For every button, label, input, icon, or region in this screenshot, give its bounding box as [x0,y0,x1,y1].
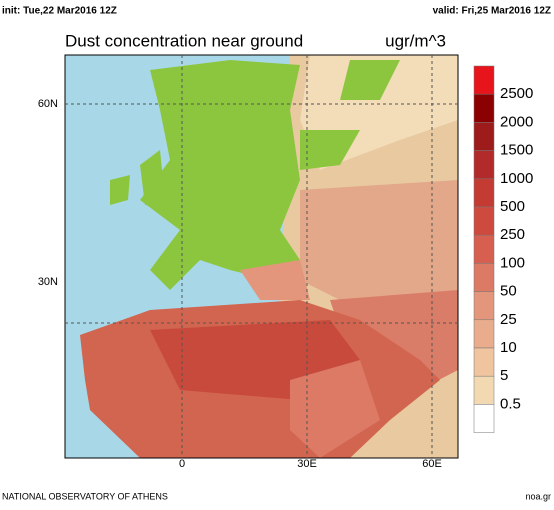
legend-swatch [473,375,495,405]
footer-left: NATIONAL OBSERVATORY OF ATHENS [2,491,168,501]
lon-label: 30E [297,458,317,470]
unit-label: ugr/m^3 [385,31,446,50]
valid-label: valid: Fri,25 Mar2016 12Z [433,6,551,17]
legend-label: 1000 [500,170,533,187]
legend-label: 1500 [500,142,533,159]
legend-swatch [473,347,495,377]
footer-right: noa.gr [525,491,551,501]
legend-label: 250 [500,226,525,243]
lon-label: 0 [179,458,185,470]
legend-swatch [473,404,495,433]
init-label: init: Tue,22 Mar2016 12Z [2,6,117,17]
lat-label: 60N [38,98,58,110]
legend-label: 2000 [500,113,533,130]
legend-swatch [473,122,495,151]
legend-label: 100 [500,254,525,271]
map [64,54,459,459]
legend-swatch [473,291,495,321]
legend-label: 50 [500,283,517,300]
legend-swatch [473,319,495,349]
lat-label: 30N [38,276,58,288]
legend-swatch [473,263,495,292]
map-title: Dust concentration near ground [65,31,303,50]
legend-swatch [473,206,495,236]
legend-label: 25 [500,311,517,328]
lon-label: 60E [422,458,442,470]
legend-swatch [473,65,495,95]
legend-swatch [473,93,495,123]
legend-swatch [473,150,495,180]
legend-label: 5 [500,367,508,384]
legend-label: 0.5 [500,395,521,412]
legend-label: 500 [500,198,525,215]
legend-label: 2500 [500,85,533,102]
legend-label: 10 [500,339,517,356]
legend-swatch [473,234,495,264]
legend: 2500 2000 1500 1000 500 250 100 50 25 10 5 0.5 [473,65,533,433]
legend-swatch [473,178,495,208]
